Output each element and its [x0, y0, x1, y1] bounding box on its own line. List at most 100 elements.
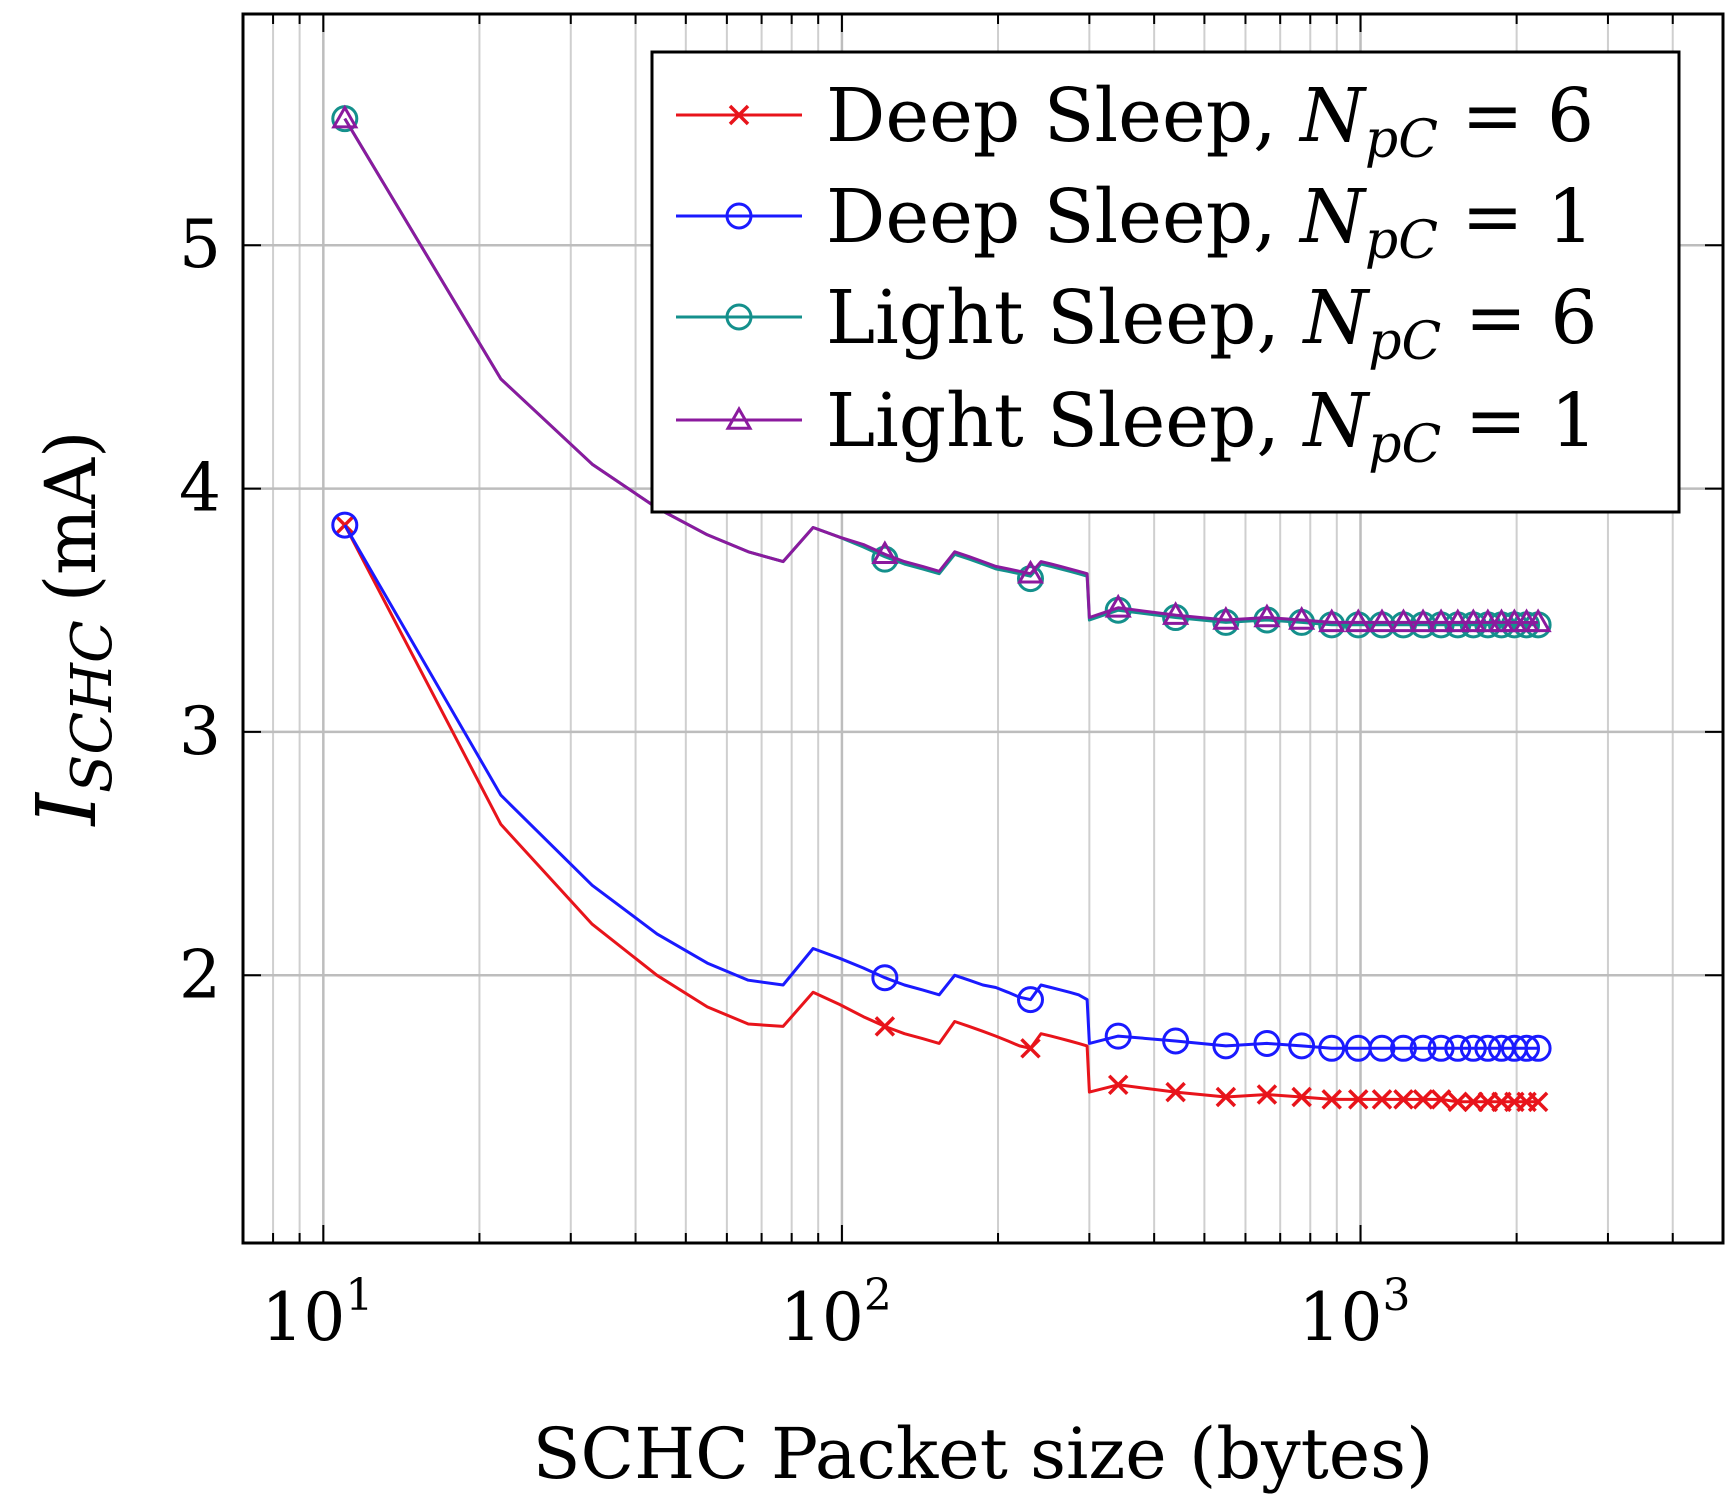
x-tick-label-base: 10	[261, 1279, 345, 1356]
legend-marker	[728, 104, 750, 126]
series-marker	[1348, 1089, 1369, 1110]
series-marker	[1389, 1034, 1417, 1062]
legend-label-var: N	[1298, 73, 1367, 159]
series-marker	[1104, 593, 1132, 618]
series-marker	[1016, 986, 1044, 1014]
legend-label-rest: = 1	[1441, 378, 1597, 464]
series-marker	[1513, 1034, 1541, 1062]
legend-label: Deep Sleep, NpC = 1	[826, 174, 1594, 271]
series-marker	[1412, 1089, 1434, 1110]
series-1	[334, 514, 1549, 1113]
series-marker	[1020, 1038, 1041, 1059]
series-marker	[1256, 1084, 1278, 1105]
series-marker	[1409, 608, 1437, 633]
y-tick-label: 2	[179, 936, 221, 1013]
legend-label-text: Deep Sleep,	[826, 174, 1300, 260]
x-axis-title: SCHC Packet size (bytes)	[533, 1413, 1434, 1495]
series-marker	[1463, 1091, 1484, 1113]
series-marker	[1368, 608, 1396, 633]
legend-label-var: N	[1298, 174, 1367, 260]
y-tick-label: 5	[179, 206, 221, 283]
series-marker	[1165, 1081, 1186, 1103]
series-marker	[1212, 1032, 1240, 1060]
series-marker	[1016, 559, 1045, 584]
series-marker	[331, 104, 359, 129]
legend-label-rest: = 6	[1441, 275, 1597, 361]
legend-entry: Deep Sleep, NpC = 6	[676, 73, 1594, 170]
series-marker	[1444, 1034, 1472, 1062]
series-marker	[1527, 1091, 1549, 1113]
series-marker	[1430, 1089, 1452, 1110]
y-axis-title-sub: SCHC	[60, 620, 125, 793]
series-marker	[1524, 1034, 1552, 1062]
series-2	[331, 511, 1552, 1062]
plot-area	[241, 12, 1725, 1245]
y-axis-title-unit: (mA)	[30, 431, 112, 603]
series-marker	[1459, 1034, 1487, 1062]
series-marker	[1371, 1089, 1393, 1110]
series-line	[343, 117, 1539, 624]
series-marker	[1288, 1032, 1316, 1060]
series-marker	[1253, 1029, 1281, 1057]
series-marker	[1162, 601, 1190, 625]
x-tick-label-exponent: 1	[345, 1270, 373, 1321]
x-tick-label-base: 10	[1299, 1279, 1383, 1356]
series-marker	[1291, 1086, 1312, 1108]
series-marker	[1487, 608, 1516, 633]
x-tick-label: 103	[1299, 1270, 1411, 1356]
series-4	[331, 104, 1552, 633]
series-marker	[871, 964, 899, 992]
series-marker	[334, 514, 356, 536]
x-tick-label-exponent: 3	[1383, 1270, 1411, 1321]
series-marker	[1107, 1074, 1129, 1096]
series-marker	[1459, 608, 1487, 633]
legend-label-var: N	[1301, 275, 1370, 361]
legend-label: Light Sleep, NpC = 1	[826, 378, 1597, 475]
legend-marker	[725, 303, 753, 331]
x-tick-labels: 101 102 103	[261, 1270, 1410, 1356]
x-tick-label: 101	[261, 1270, 373, 1356]
legend-label: Deep Sleep, NpC = 6	[826, 73, 1594, 170]
series-marker	[1288, 605, 1316, 630]
legend-entry: Deep Sleep, NpC = 1	[676, 174, 1594, 271]
legend-box	[650, 50, 1681, 514]
series-marker	[1318, 1034, 1346, 1062]
svg-text:ISCHC(mA): ISCHC (mA)	[20, 431, 125, 828]
series-marker	[1344, 608, 1372, 633]
series-marker	[1447, 1091, 1469, 1113]
y-axis-title: ISCHC (mA)	[20, 431, 125, 828]
legend-entry: Light Sleep, NpC = 6	[676, 275, 1597, 372]
series-marker	[1104, 1022, 1132, 1050]
series-marker	[1474, 1034, 1502, 1062]
series-marker	[874, 1016, 896, 1037]
legend-label-text: Light Sleep,	[826, 378, 1303, 464]
series-marker	[1444, 608, 1472, 633]
series-marker	[1253, 603, 1281, 628]
x-tick-label-exponent: 2	[864, 1270, 892, 1321]
series-marker	[1389, 608, 1418, 633]
series-marker	[1368, 1034, 1396, 1062]
series-marker	[1427, 608, 1455, 633]
series-marker	[1318, 608, 1346, 633]
legend-label-rest: = 1	[1438, 174, 1594, 260]
legend-marker	[725, 405, 753, 430]
x-tick-label: 102	[780, 1270, 892, 1356]
series-marker	[1016, 565, 1044, 593]
legend-label-text: Deep Sleep,	[826, 73, 1300, 159]
tick-marks	[242, 14, 1724, 1243]
series-marker	[1162, 1027, 1190, 1055]
series-line	[343, 524, 1539, 1050]
legend-label-sub: pC	[1365, 110, 1438, 170]
y-tick-labels: 2 3 4 5	[179, 206, 221, 1013]
legend-marker	[725, 202, 753, 230]
series-marker	[1215, 1086, 1237, 1108]
y-axis-title-var: I	[20, 791, 115, 827]
series-marker	[1524, 608, 1552, 633]
series-marker	[871, 540, 899, 565]
legend-label-sub: pC	[1368, 312, 1441, 372]
legend-label-var: N	[1301, 378, 1370, 464]
series-marker	[331, 511, 359, 539]
series-marker	[1427, 1034, 1455, 1062]
